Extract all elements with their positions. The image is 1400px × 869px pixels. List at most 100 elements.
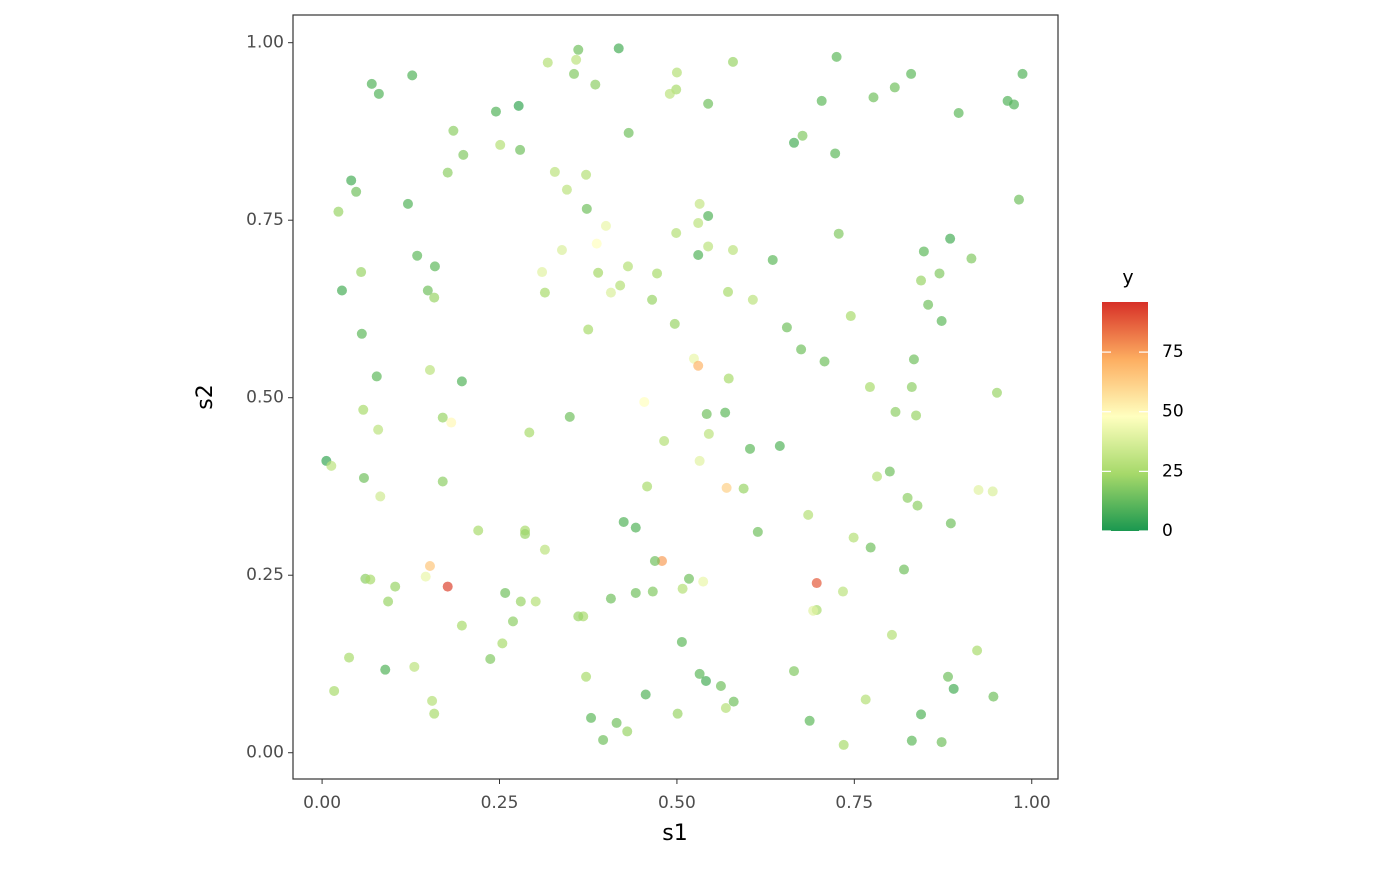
point — [991, 387, 1002, 398]
point — [366, 78, 377, 89]
point — [738, 483, 749, 494]
point — [693, 249, 704, 260]
point — [524, 427, 535, 438]
point — [721, 482, 732, 493]
point — [490, 106, 501, 117]
colorbar — [1102, 302, 1148, 531]
point — [424, 560, 435, 571]
point — [437, 476, 448, 487]
point — [728, 696, 739, 707]
point — [906, 735, 917, 746]
x-axis-label: s1 — [662, 821, 687, 846]
point — [669, 318, 680, 329]
point — [973, 485, 984, 496]
point — [630, 522, 641, 533]
point — [515, 596, 526, 607]
point — [424, 365, 435, 376]
point — [390, 581, 401, 592]
point — [752, 526, 763, 537]
point — [442, 581, 453, 592]
point — [437, 412, 448, 423]
point — [326, 460, 337, 471]
point — [727, 245, 738, 256]
point — [442, 167, 453, 178]
point — [513, 100, 524, 111]
point — [600, 220, 611, 231]
point — [720, 407, 731, 418]
point — [652, 268, 663, 279]
point — [912, 500, 923, 511]
point — [556, 245, 567, 256]
point — [916, 275, 927, 286]
point — [373, 88, 384, 99]
point — [611, 717, 622, 728]
point — [694, 668, 705, 679]
point — [884, 466, 895, 477]
point — [796, 344, 807, 355]
point — [507, 616, 518, 627]
point — [420, 571, 431, 582]
point — [605, 287, 616, 298]
point — [747, 294, 758, 305]
point — [333, 206, 344, 217]
y-tick-label: 1.00 — [246, 33, 284, 53]
point — [380, 664, 391, 675]
point — [683, 573, 694, 584]
point — [649, 556, 660, 567]
point — [358, 472, 369, 483]
point — [329, 685, 340, 696]
point — [676, 636, 687, 647]
point — [715, 680, 726, 691]
point — [402, 198, 413, 209]
point — [590, 79, 601, 90]
point — [789, 666, 800, 677]
point — [539, 287, 550, 298]
point — [573, 611, 584, 622]
point — [803, 509, 814, 520]
point — [613, 43, 624, 54]
point — [630, 587, 641, 598]
point — [911, 410, 922, 421]
point — [693, 218, 704, 229]
point — [838, 739, 849, 750]
point — [591, 238, 602, 249]
point — [774, 440, 785, 451]
plot-panel — [292, 14, 1059, 780]
point — [458, 149, 469, 160]
point — [723, 373, 734, 384]
point — [659, 436, 670, 447]
point — [918, 246, 929, 257]
point — [677, 583, 688, 594]
point — [485, 654, 496, 665]
point — [966, 253, 977, 264]
colorbar-tick-label: 0 — [1162, 521, 1173, 541]
x-tick-label: 1.00 — [1013, 793, 1051, 813]
point — [936, 316, 947, 327]
point — [890, 406, 901, 417]
point — [945, 518, 956, 529]
point — [916, 709, 927, 720]
point — [593, 267, 604, 278]
point — [720, 702, 731, 713]
point — [623, 127, 634, 138]
point — [365, 574, 376, 585]
point — [573, 44, 584, 55]
point — [495, 139, 506, 150]
point — [581, 203, 592, 214]
point — [845, 311, 856, 322]
point — [605, 593, 616, 604]
point — [642, 481, 653, 492]
point — [860, 694, 871, 705]
point — [797, 130, 808, 141]
point — [1017, 68, 1028, 79]
point — [640, 689, 651, 700]
point — [358, 404, 369, 415]
point — [727, 56, 738, 67]
point — [581, 671, 592, 682]
point — [767, 254, 778, 265]
point — [948, 683, 959, 694]
point — [583, 324, 594, 335]
point — [886, 629, 897, 640]
point — [647, 294, 658, 305]
